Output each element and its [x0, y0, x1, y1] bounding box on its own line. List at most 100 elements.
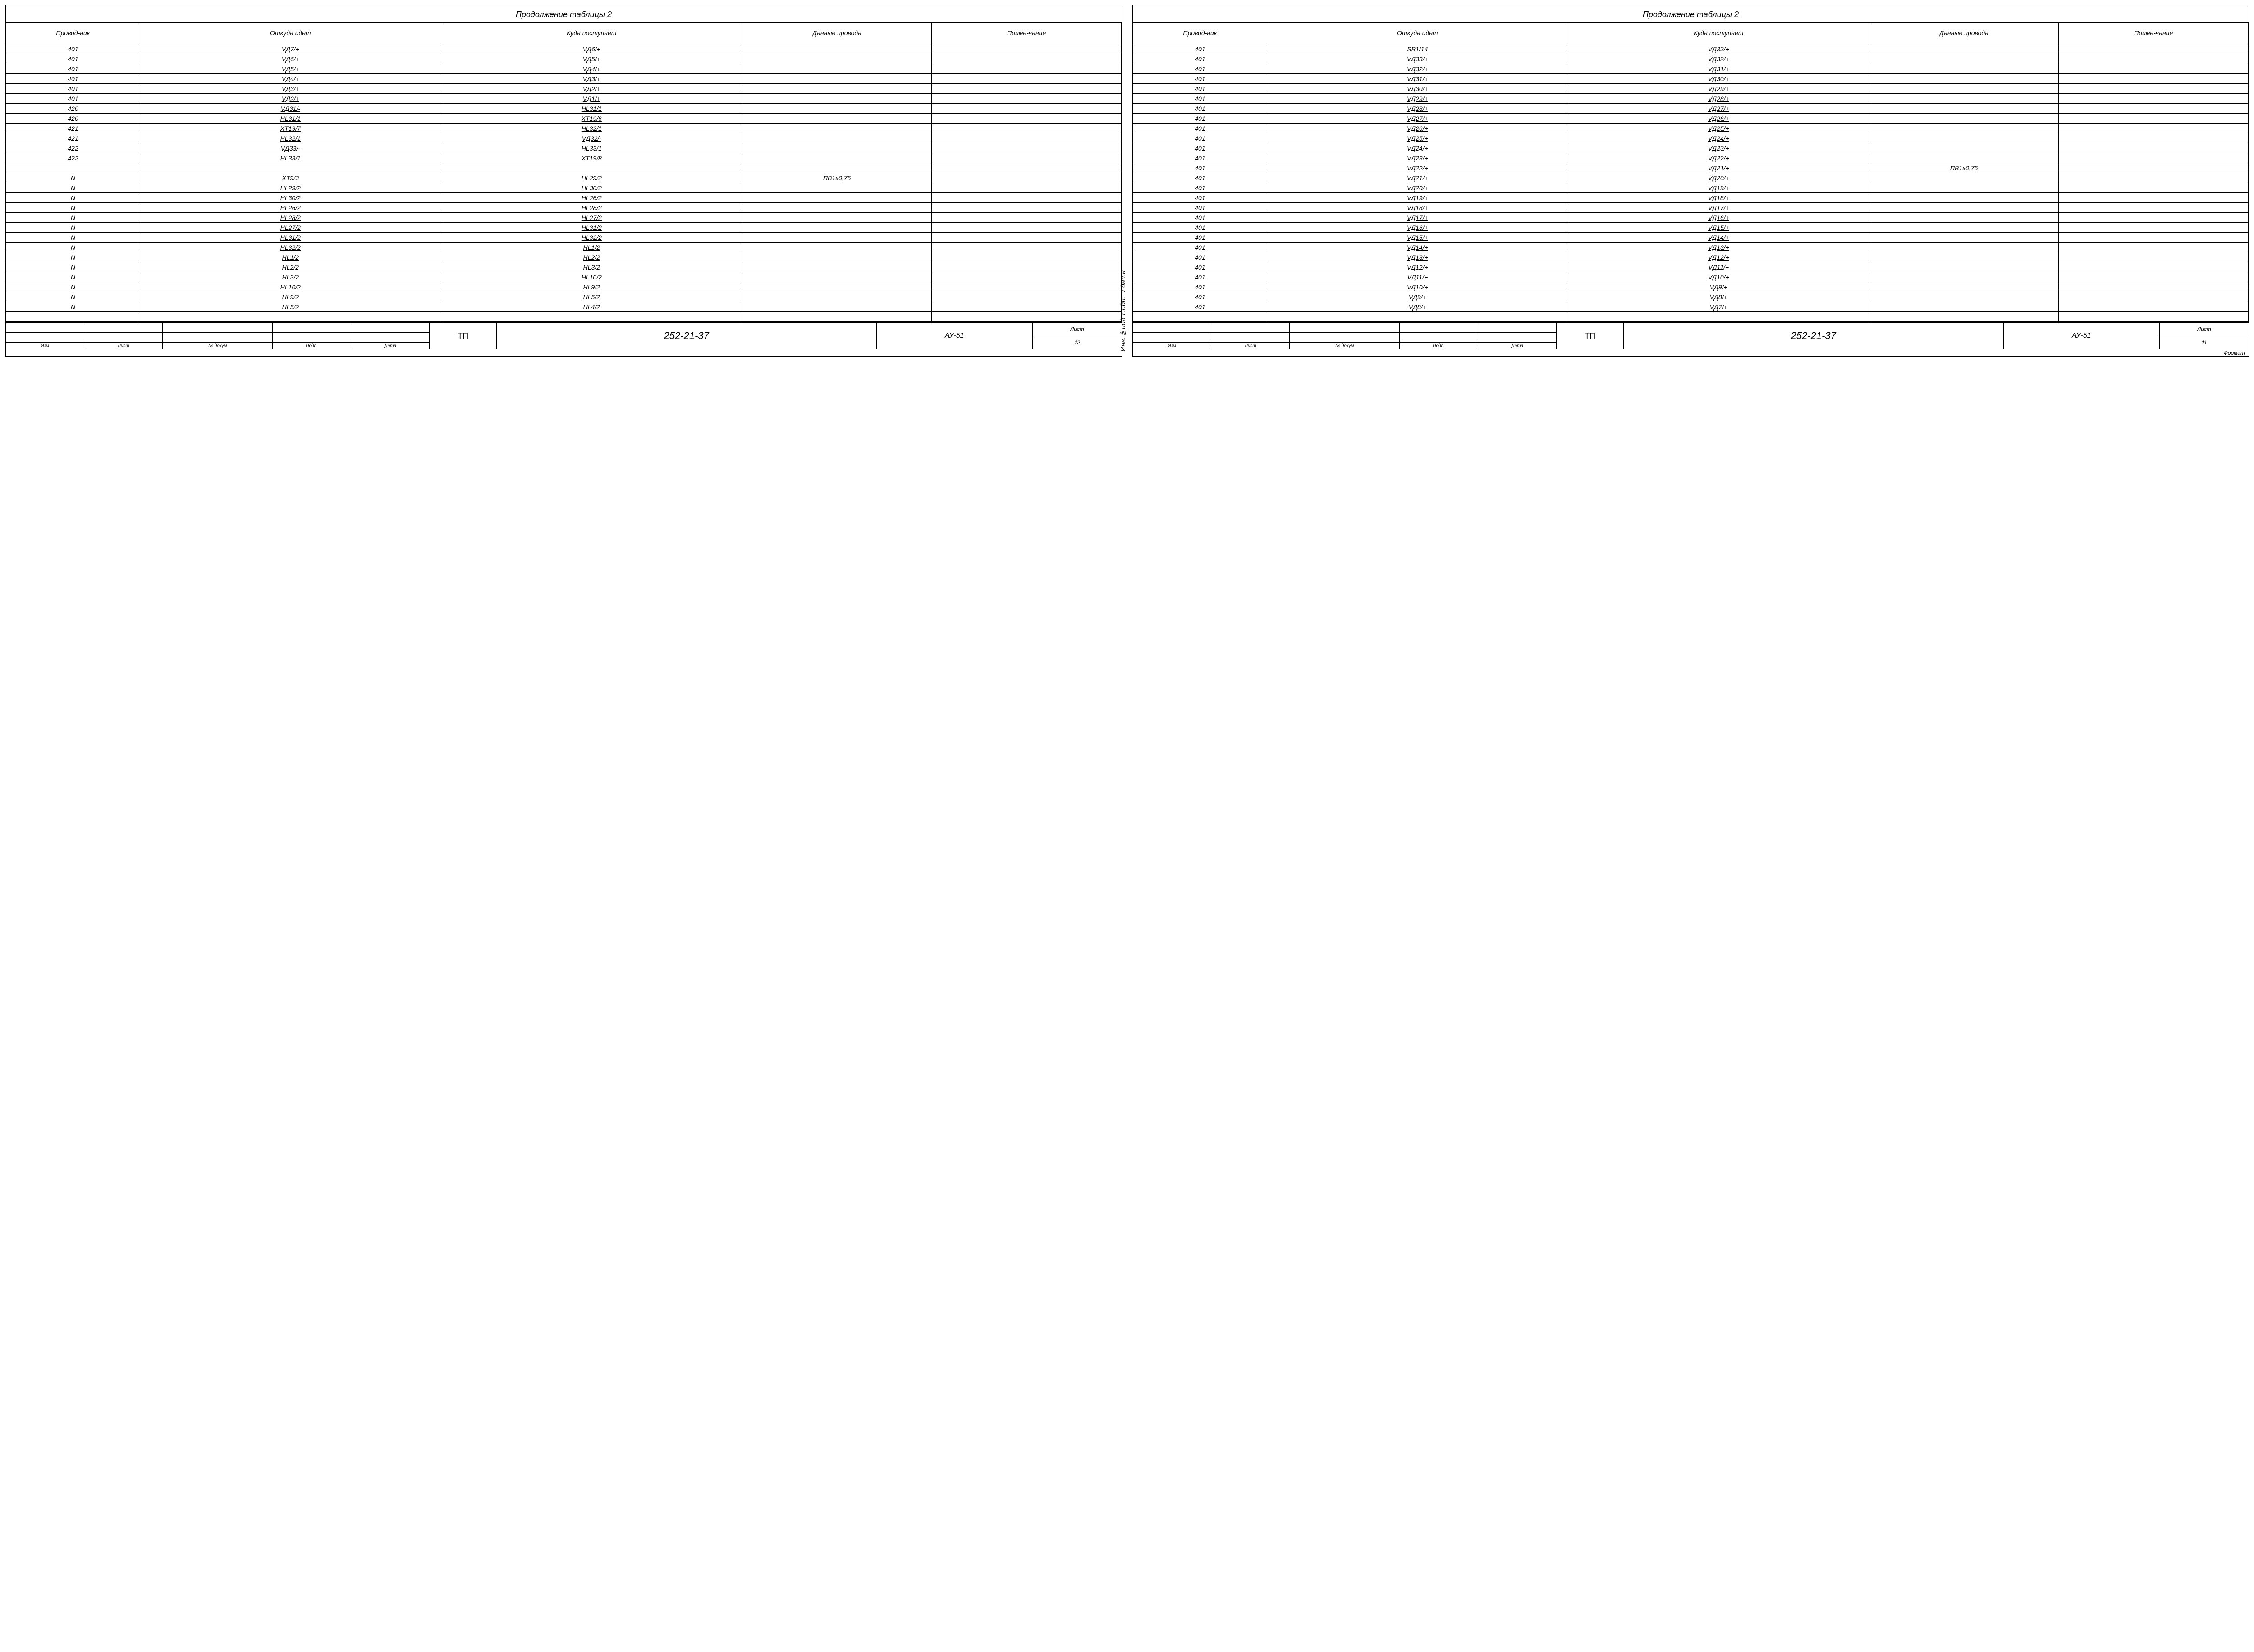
- table-cell: VД7/+: [1568, 302, 1869, 312]
- table-cell: [2059, 213, 2249, 223]
- table-cell: VД19/+: [1568, 183, 1869, 193]
- rev-lbl: Дата: [1478, 343, 1557, 349]
- table-cell: VД4/+: [441, 64, 742, 74]
- table-cell: HL9/2: [441, 282, 742, 292]
- table-cell: HL32/1: [441, 124, 742, 133]
- table-cell: [932, 44, 1122, 54]
- stamp-code: 252-21-37: [497, 323, 876, 349]
- table-cell: N: [6, 272, 140, 282]
- table-cell: 401: [1133, 143, 1267, 153]
- table-cell: VД33/-: [140, 143, 441, 153]
- table-cell: [2059, 54, 2249, 64]
- table-cell: HL31/1: [441, 104, 742, 114]
- table-cell: VД19/+: [1267, 193, 1568, 203]
- table-row: 401VД16/+VД15/+: [1133, 223, 2249, 233]
- table-cell: VД31/+: [1568, 64, 1869, 74]
- table-cell: VД5/+: [140, 64, 441, 74]
- table-cell: 401: [6, 74, 140, 84]
- table-cell: [1869, 233, 2059, 243]
- table-row: NHL9/2HL5/2: [6, 292, 1122, 302]
- table-row: 420VД31/-HL31/1: [6, 104, 1122, 114]
- table-cell: VД30/+: [1568, 74, 1869, 84]
- table-cell: [1869, 94, 2059, 104]
- table-cell: VД14/+: [1568, 233, 1869, 243]
- table-cell: VД20/+: [1568, 173, 1869, 183]
- th-from: Откуда идет: [140, 23, 441, 44]
- table-cell: N: [6, 203, 140, 213]
- table-cell: [932, 143, 1122, 153]
- table-cell: HL5/2: [140, 302, 441, 312]
- table-cell: 401: [1133, 153, 1267, 163]
- table-cell: 401: [1133, 243, 1267, 252]
- table-cell: VД26/+: [1568, 114, 1869, 124]
- table-row: 401VД5/+VД4/+: [6, 64, 1122, 74]
- table-row: NHL29/2HL30/2: [6, 183, 1122, 193]
- table-row: 401VД21/+VД20/+: [1133, 173, 2249, 183]
- table-cell: [742, 193, 932, 203]
- table-row: 401VД32/+VД31/+: [1133, 64, 2249, 74]
- table-cell: [1869, 223, 2059, 233]
- table-cell: 421: [6, 133, 140, 143]
- revision-grid: Изм Лист № докум Подп. Дата: [6, 323, 430, 349]
- sheet-left: Альбом VII Типовой проект Инв.№под Подп.…: [5, 5, 1122, 357]
- table-row: 421XT19/7HL32/1: [6, 124, 1122, 133]
- table-row: NHL2/2HL3/2: [6, 262, 1122, 272]
- table-cell: 401: [1133, 64, 1267, 74]
- table-cell: [742, 243, 932, 252]
- table-cell: N: [6, 302, 140, 312]
- table-row: NHL5/2HL4/2: [6, 302, 1122, 312]
- footer-format: Формат: [1133, 349, 2249, 356]
- table-row: NHL1/2HL2/2: [6, 252, 1122, 262]
- table-cell: VД17/+: [1568, 203, 1869, 213]
- table-cell: 401: [1133, 203, 1267, 213]
- table-cell: VД3/+: [140, 84, 441, 94]
- table-cell: [2059, 282, 2249, 292]
- table-cell: [932, 213, 1122, 223]
- table-cell: [932, 203, 1122, 213]
- table-cell: VД32/+: [1568, 54, 1869, 64]
- th-note: Приме-чание: [2059, 23, 2249, 44]
- table-cell: [1869, 262, 2059, 272]
- table-cell: [932, 292, 1122, 302]
- table-cell: [2059, 74, 2249, 84]
- table-cell: VД22/+: [1568, 153, 1869, 163]
- table-cell: N: [6, 213, 140, 223]
- table-cell: VД10/+: [1267, 282, 1568, 292]
- table-cell: 420: [6, 104, 140, 114]
- table-cell: [932, 114, 1122, 124]
- table-cell: VД2/+: [441, 84, 742, 94]
- table-cell: HL29/2: [140, 183, 441, 193]
- table-cell: [742, 183, 932, 193]
- table-cell: 401: [1133, 54, 1267, 64]
- table-row: 421HL32/1VД32/-: [6, 133, 1122, 143]
- table-body-right: 401SB1/14VД33/+401VД33/+VД32/+401VД32/+V…: [1133, 44, 2249, 312]
- stamp-tp: ТП: [1557, 323, 1624, 349]
- table-row: NHL28/2HL27/2: [6, 213, 1122, 223]
- table-row: 401VД14/+VД13/+: [1133, 243, 2249, 252]
- table-row: NHL30/2HL26/2: [6, 193, 1122, 203]
- table-row: NXT9/3HL29/2ПВ1x0,75: [6, 173, 1122, 183]
- table-cell: [742, 302, 932, 312]
- table-row: [6, 163, 1122, 173]
- table-row: 401VД12/+VД11/+: [1133, 262, 2249, 272]
- table-row: 401VД25/+VД24/+: [1133, 133, 2249, 143]
- table-cell: VД26/+: [1267, 124, 1568, 133]
- table-cell: [932, 173, 1122, 183]
- table-cell: [742, 223, 932, 233]
- table-cell: VД24/+: [1267, 143, 1568, 153]
- table-cell: [742, 272, 932, 282]
- table-cell: [932, 104, 1122, 114]
- table-cell: XT19/6: [441, 114, 742, 124]
- table-cell: ПВ1x0,75: [1869, 163, 2059, 173]
- rev-lbl: Лист: [84, 343, 163, 349]
- table-cell: VД12/+: [1267, 262, 1568, 272]
- table-cell: N: [6, 252, 140, 262]
- table-cell: VД11/+: [1267, 272, 1568, 282]
- rev-lbl: № докум: [163, 343, 273, 349]
- rev-lbl: Изм: [1133, 343, 1211, 349]
- table-cell: [2059, 44, 2249, 54]
- table-row: 401VД22/+VД21/+ПВ1x0,75: [1133, 163, 2249, 173]
- table-cell: [742, 44, 932, 54]
- table-cell: HL31/2: [140, 233, 441, 243]
- table-cell: [6, 163, 140, 173]
